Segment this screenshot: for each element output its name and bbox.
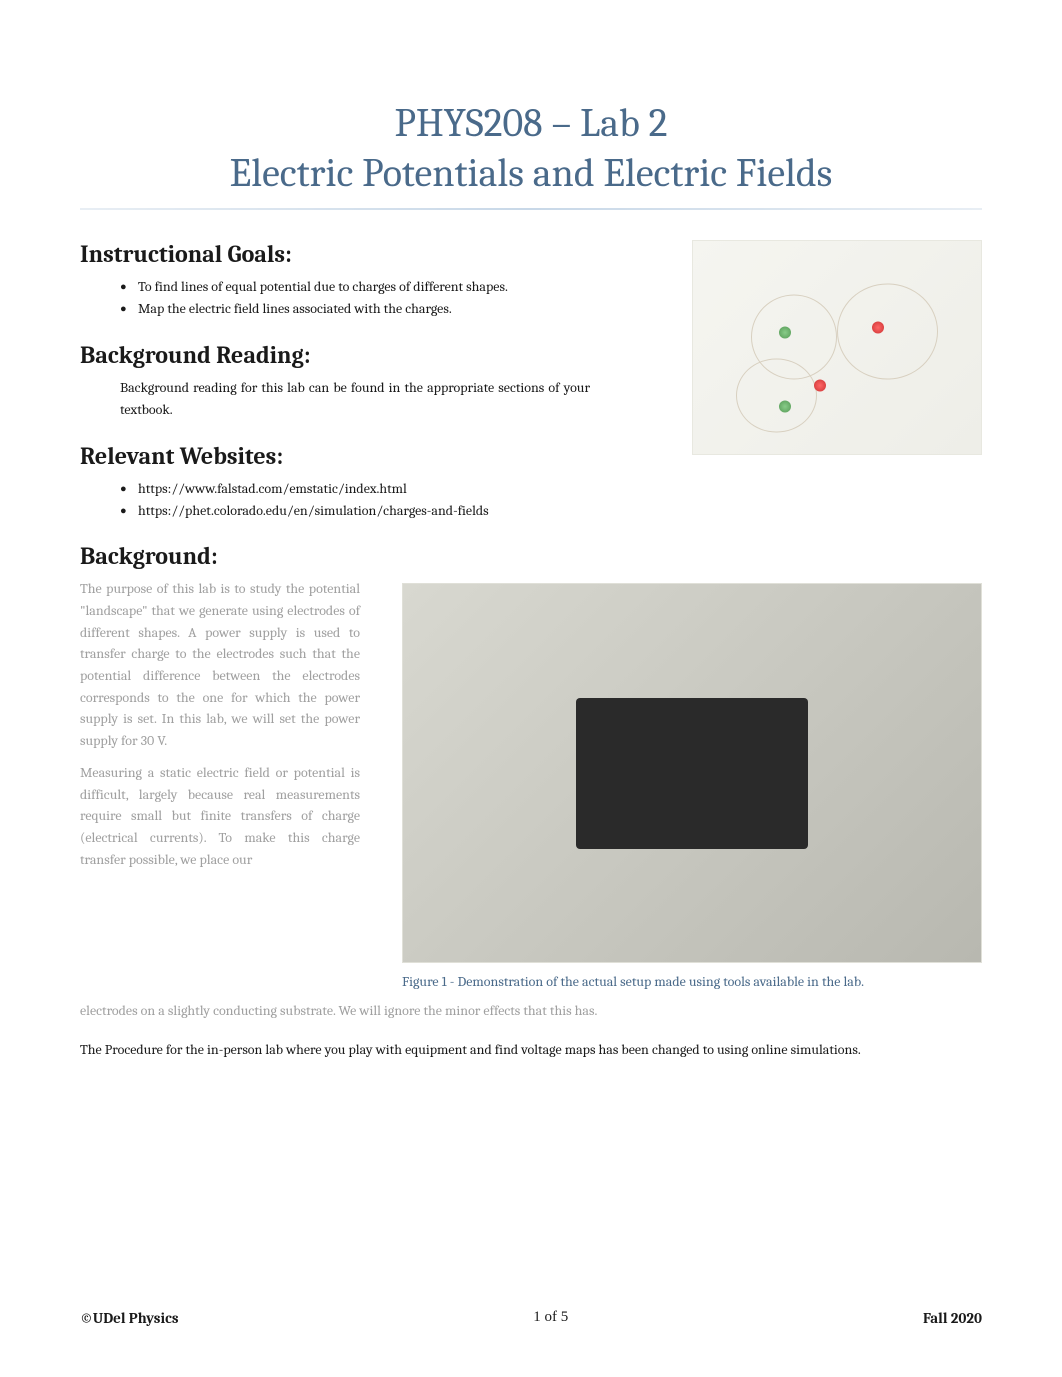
list-item[interactable]: https://www.falstad.com/emstatic/index.h… xyxy=(120,478,982,500)
contour-line xyxy=(736,358,817,433)
top-left-column: Instructional Goals: To find lines of eq… xyxy=(80,240,590,422)
lab-device-icon xyxy=(576,698,807,849)
background-reading-heading: Background Reading: xyxy=(80,341,590,369)
list-item: Map the electric field lines associated … xyxy=(120,298,590,320)
footer-copyright: ©UDel Physics xyxy=(80,1309,179,1327)
figure-caption: Figure 1 - Demonstration of the actual s… xyxy=(402,971,982,992)
contour-line xyxy=(837,284,938,380)
lab-setup-photo xyxy=(402,583,982,963)
background-para1: The purpose of this lab is to study the … xyxy=(80,578,360,752)
equipotential-illustration xyxy=(692,240,982,455)
instructional-goals-heading: Instructional Goals: xyxy=(80,240,590,268)
top-section: Instructional Goals: To find lines of eq… xyxy=(80,240,982,422)
background-para2-left: Measuring a static electric field or pot… xyxy=(80,762,360,870)
page-footer: ©UDel Physics 1 of 5 Fall 2020 xyxy=(80,1309,982,1327)
background-reading-text: Background reading for this lab can be f… xyxy=(80,377,590,422)
background-para2-after: electrodes on a slightly conducting subs… xyxy=(80,1000,982,1022)
page-title-line2: Electric Potentials and Electric Fields xyxy=(80,150,982,196)
list-item[interactable]: https://phet.colorado.edu/en/simulation/… xyxy=(120,500,982,522)
relevant-websites-list: https://www.falstad.com/emstatic/index.h… xyxy=(80,478,982,523)
positive-charge-icon xyxy=(872,322,884,334)
background-heading: Background: xyxy=(80,542,982,570)
illustration-inner xyxy=(693,241,981,454)
background-left-text: The purpose of this lab is to study the … xyxy=(80,578,360,870)
footer-page-number: 1 of 5 xyxy=(533,1309,568,1327)
instructional-goals-list: To find lines of equal potential due to … xyxy=(80,276,590,321)
background-wrapper: The purpose of this lab is to study the … xyxy=(80,578,982,992)
positive-charge-icon xyxy=(814,379,826,391)
footer-term: Fall 2020 xyxy=(923,1309,982,1327)
page-title-line1: PHYS208 – Lab 2 xyxy=(80,100,982,146)
title-divider xyxy=(80,208,982,210)
background-para3: The Procedure for the in-person lab wher… xyxy=(80,1039,982,1061)
background-section: Background: The purpose of this lab is t… xyxy=(80,542,982,1061)
list-item: To find lines of equal potential due to … xyxy=(120,276,590,298)
